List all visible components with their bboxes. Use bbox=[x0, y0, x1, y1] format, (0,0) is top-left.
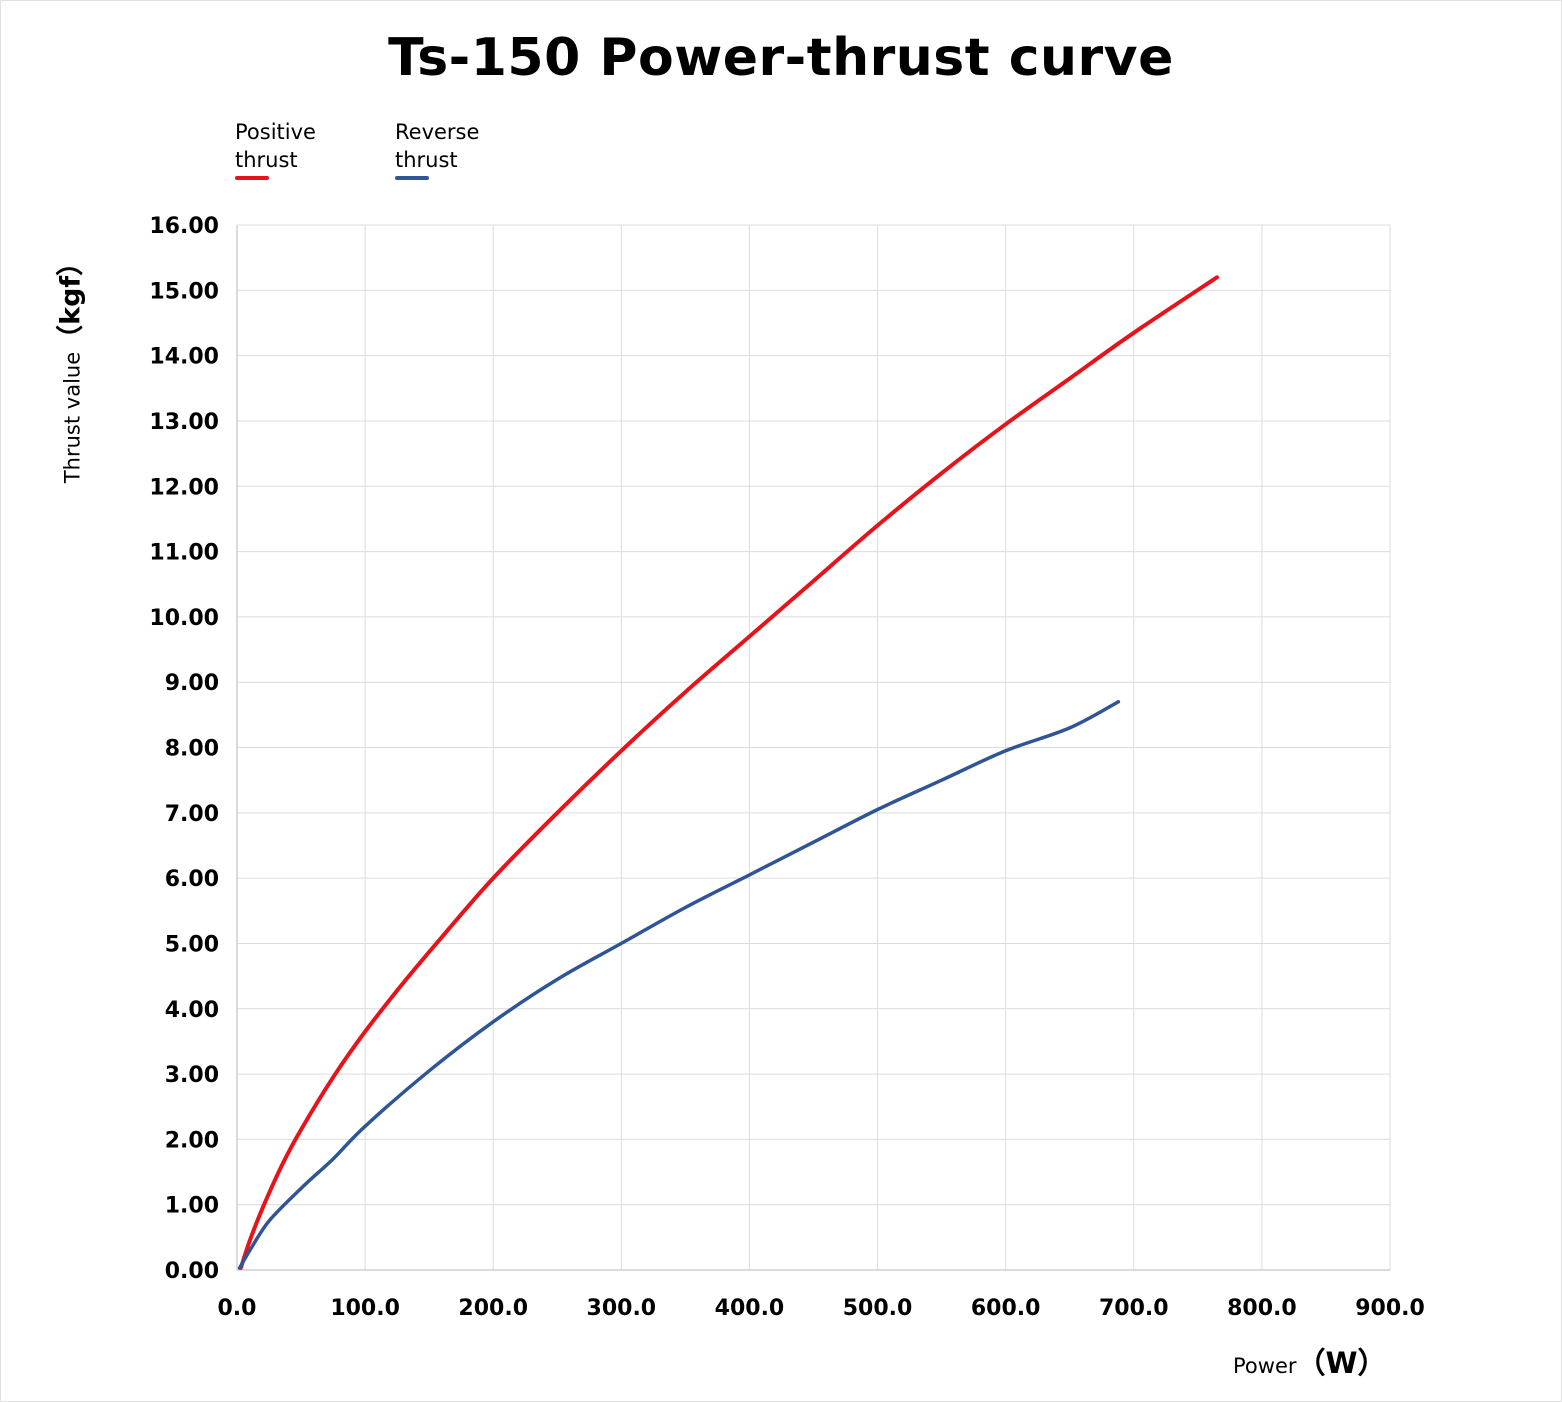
legend-label-reverse-thrust: Reverse thrust bbox=[395, 120, 480, 172]
x-tick-label: 0.0 bbox=[218, 1296, 257, 1321]
y-tick-label: 8.00 bbox=[165, 737, 219, 762]
y-tick-label: 5.00 bbox=[165, 932, 219, 957]
legend-swatch-reverse-thrust bbox=[395, 176, 429, 180]
y-tick-label: 15.00 bbox=[149, 279, 219, 304]
y-tick-label: 16.00 bbox=[149, 214, 219, 239]
legend-item-positive-thrust: Positive thrust bbox=[235, 118, 385, 180]
y-tick-label: 12.00 bbox=[149, 475, 219, 500]
legend-item-reverse-thrust: Reverse thrust bbox=[395, 118, 545, 180]
x-tick-label: 100.0 bbox=[330, 1296, 400, 1321]
y-tick-label: 1.00 bbox=[165, 1194, 219, 1219]
x-axis-label: Power（W） bbox=[1233, 1340, 1387, 1382]
series-line-reverse-thrust bbox=[237, 700, 1121, 1270]
y-tick-label: 14.00 bbox=[149, 345, 219, 370]
x-tick-labels: 0.0 100.0 200.0 300.0 400.0 500.0 600.0 700.0 80… bbox=[218, 1296, 1425, 1321]
x-axis-label-text: Power bbox=[1233, 1354, 1297, 1378]
y-tick-label: 11.00 bbox=[149, 541, 219, 566]
x-tick-label: 300.0 bbox=[587, 1296, 657, 1321]
y-tick-label: 4.00 bbox=[165, 998, 219, 1023]
x-axis-unit: （W） bbox=[1296, 1346, 1387, 1380]
series-lines bbox=[237, 275, 1219, 1270]
y-tick-label: 2.00 bbox=[165, 1128, 219, 1153]
y-tick-label: 6.00 bbox=[165, 867, 219, 892]
legend-label-positive-thrust: Positive thrust bbox=[235, 120, 316, 172]
x-tick-label: 500.0 bbox=[843, 1296, 913, 1321]
y-tick-labels: 0.00 1.00 2.00 3.00 4.00 5.00 6.00 7.00 8.00 9.00… bbox=[149, 214, 219, 1284]
y-tick-label: 10.00 bbox=[149, 606, 219, 631]
x-tick-label: 200.0 bbox=[458, 1296, 528, 1321]
x-tick-label: 900.0 bbox=[1355, 1296, 1425, 1321]
y-tick-label: 7.00 bbox=[165, 802, 219, 827]
y-tick-label: 0.00 bbox=[165, 1259, 219, 1284]
x-tick-label: 700.0 bbox=[1099, 1296, 1169, 1321]
x-tick-label: 600.0 bbox=[971, 1296, 1041, 1321]
series-line-positive-thrust bbox=[238, 275, 1219, 1270]
y-tick-label: 13.00 bbox=[149, 410, 219, 435]
y-tick-label: 9.00 bbox=[165, 671, 219, 696]
grid bbox=[236, 224, 1391, 1271]
x-tick-label: 400.0 bbox=[715, 1296, 785, 1321]
legend-swatch-positive-thrust bbox=[235, 176, 269, 180]
y-tick-label: 3.00 bbox=[165, 1063, 219, 1088]
chart-title: Ts-150 Power-thrust curve bbox=[388, 28, 1174, 88]
x-tick-label: 800.0 bbox=[1227, 1296, 1297, 1321]
